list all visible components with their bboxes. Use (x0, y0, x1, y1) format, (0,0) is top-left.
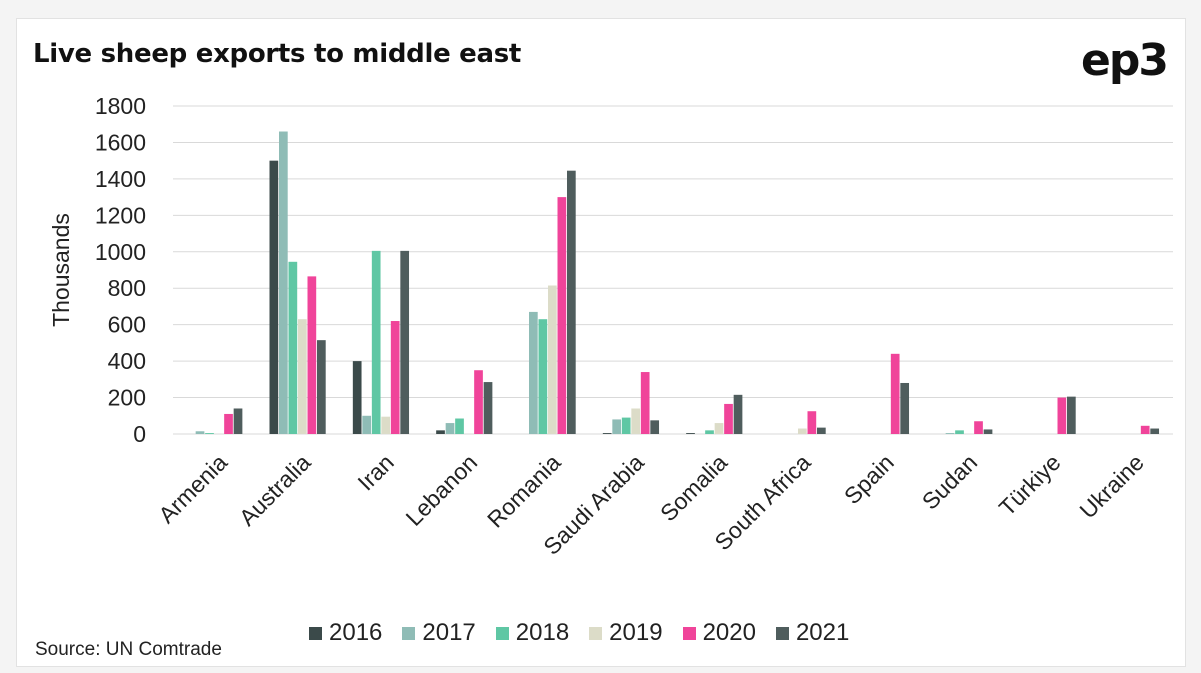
bar-2017-australia (279, 132, 288, 434)
x-tick-label: Türkiye (994, 449, 1066, 521)
bar-2018-romania (539, 319, 548, 434)
bar-2017-iran (362, 416, 371, 434)
legend-label: 2016 (329, 619, 382, 647)
y-tick-label: 200 (108, 385, 146, 411)
legend-item-2017: 2017 (402, 619, 475, 647)
bar-2016-iran (353, 361, 362, 434)
bar-2021-somalia (734, 395, 743, 434)
legend-item-2019: 2019 (589, 619, 662, 647)
legend-item-2021: 2021 (776, 619, 849, 647)
legend-swatch (776, 627, 789, 640)
x-tick-label: Iran (352, 449, 398, 495)
bar-2017-armenia (196, 431, 205, 434)
bar-2020-lebanon (474, 370, 483, 434)
bar-2016-lebanon (436, 430, 445, 434)
y-tick-label: 400 (108, 348, 146, 374)
chart-card: Live sheep exports to middle east ep3 So… (16, 18, 1186, 667)
bar-2018-saudi-arabia (622, 418, 631, 434)
bar-2021-iran (400, 251, 409, 434)
bar-2019-iran (381, 417, 390, 434)
bar-2020-somalia (724, 404, 733, 434)
bar-2016-australia (270, 161, 279, 434)
x-tick-label: Romania (482, 449, 566, 533)
bar-2021-saudi-arabia (650, 420, 659, 434)
y-tick-label: 1800 (95, 93, 146, 119)
bar-2021-spain (900, 383, 909, 434)
bar-2017-romania (529, 312, 538, 434)
legend-item-2018: 2018 (496, 619, 569, 647)
legend-swatch (309, 627, 322, 640)
bar-2016-somalia (686, 433, 695, 434)
bar-2019-saudi-arabia (631, 408, 640, 434)
x-tick-label: Australia (234, 449, 316, 531)
bar-2020-spain (891, 354, 900, 434)
bar-2018-iran (372, 251, 381, 434)
legend-label: 2018 (516, 619, 569, 647)
legend-label: 2019 (609, 619, 662, 647)
y-tick-label: 1400 (95, 166, 146, 192)
bar-2020-sudan (974, 421, 983, 434)
bar-2020-saudi-arabia (641, 372, 650, 434)
legend-item-2016: 2016 (309, 619, 382, 647)
bar-2017-lebanon (446, 423, 455, 434)
bar-chart: 0 200 400 600 800 1000 1200 1400 1600 1800 Thousan… (17, 19, 1185, 666)
legend-item-2020: 2020 (683, 619, 756, 647)
bar-2020-south-africa (808, 411, 817, 434)
bar-2021-t-rkiye (1067, 397, 1076, 434)
bar-2021-armenia (234, 408, 243, 434)
y-tick-label: 1600 (95, 129, 146, 155)
bar-2019-somalia (715, 423, 724, 434)
legend-swatch (683, 627, 696, 640)
bar-2019-south-africa (798, 429, 807, 434)
bar-2020-ukraine (1141, 426, 1150, 434)
bar-2018-somalia (705, 430, 714, 434)
bar-2018-sudan (955, 430, 964, 434)
bar-2020-australia (308, 276, 317, 434)
legend-swatch (496, 627, 509, 640)
bar-2020-t-rkiye (1058, 398, 1067, 434)
bar-2021-south-africa (817, 428, 826, 434)
bar-2019-australia (298, 319, 307, 434)
legend-label: 2021 (796, 619, 849, 647)
bar-2018-armenia (205, 433, 214, 434)
bar-2021-sudan (984, 429, 993, 434)
legend-label: 2020 (703, 619, 756, 647)
legend-label: 2017 (422, 619, 475, 647)
chart-legend: 2016 2017 2018 2019 2020 2021 (309, 619, 869, 647)
y-axis-label: Thousands (48, 213, 74, 327)
legend-swatch (589, 627, 602, 640)
bar-2021-ukraine (1150, 429, 1159, 434)
bar-2018-lebanon (455, 419, 464, 434)
x-tick-label: Somalia (655, 449, 732, 526)
bar-2021-romania (567, 171, 576, 434)
bar-2017-saudi-arabia (612, 419, 621, 434)
bar-2018-australia (289, 262, 298, 434)
x-tick-label: Sudan (917, 449, 982, 514)
bar-2019-romania (548, 285, 557, 434)
x-tick-label: Spain (839, 449, 899, 509)
x-tick-label: Ukraine (1074, 449, 1148, 523)
bar-2017-sudan (946, 433, 955, 434)
legend-swatch (402, 627, 415, 640)
y-tick-label: 600 (108, 312, 146, 338)
bar-2020-armenia (224, 414, 233, 434)
x-tick-label: Armenia (153, 449, 232, 528)
y-tick-label: 800 (108, 275, 146, 301)
bar-2016-saudi-arabia (603, 433, 612, 434)
bar-2021-australia (317, 340, 326, 434)
x-tick-label: Lebanon (400, 449, 482, 531)
bar-2020-iran (391, 321, 400, 434)
bar-2021-lebanon (484, 382, 493, 434)
y-tick-label: 0 (133, 421, 146, 447)
y-tick-label: 1000 (95, 239, 146, 265)
y-tick-label: 1200 (95, 202, 146, 228)
bar-2020-romania (558, 197, 567, 434)
